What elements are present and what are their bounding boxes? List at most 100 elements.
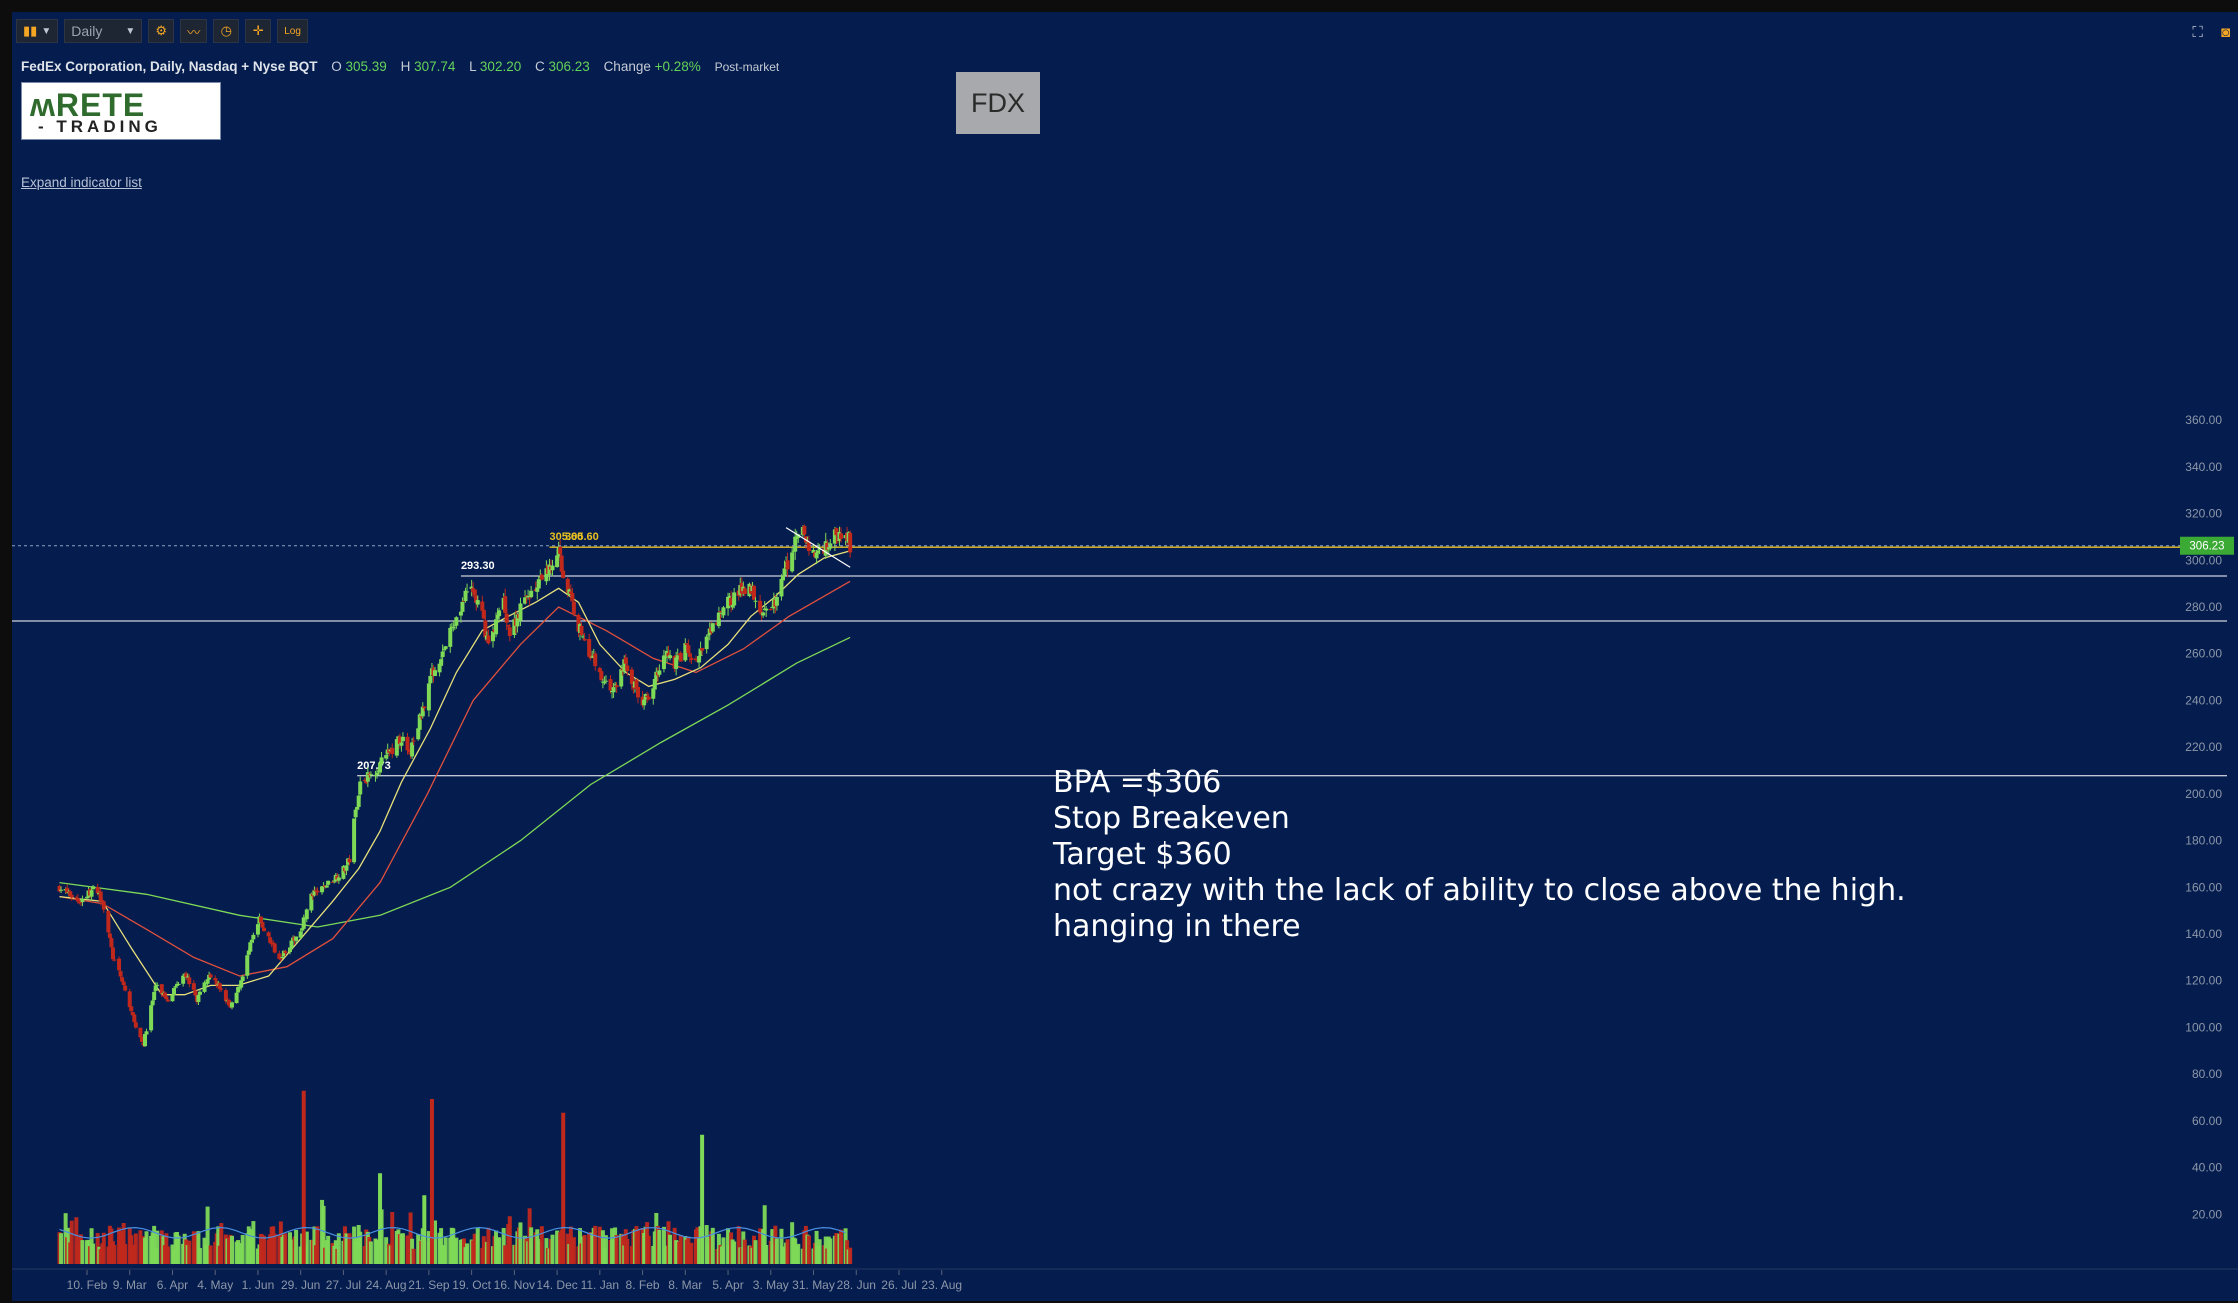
- volume-bar: [321, 1205, 326, 1264]
- volume-bar: [475, 1227, 480, 1264]
- candle-body: [347, 858, 352, 863]
- candle-body: [240, 976, 245, 981]
- volume-spike: [422, 1195, 427, 1264]
- fullscreen-icon[interactable]: ⛶: [2192, 24, 2203, 41]
- volume-bar: [187, 1240, 192, 1264]
- candle-body: [507, 627, 512, 637]
- candle-body: [422, 706, 427, 709]
- candle-body: [700, 647, 705, 651]
- candle-body: [581, 636, 586, 638]
- crosshair-icon: ✛: [252, 23, 264, 38]
- candle-body: [214, 980, 219, 986]
- volume-bar: [828, 1238, 833, 1264]
- chart-window: 207.73 293.30 305.60 305.60 306.23 20.00 40.…: [12, 12, 2238, 1301]
- candle-body: [153, 985, 158, 991]
- volume-bar: [155, 1230, 160, 1264]
- x-tick-label: 26. Jul: [881, 1278, 916, 1292]
- candle-body: [400, 736, 405, 742]
- x-tick-label: 4. May: [197, 1278, 233, 1292]
- volume-bar: [848, 1247, 853, 1264]
- candle-body: [693, 658, 698, 661]
- chart-style-button[interactable]: ▮▮ ▼: [16, 19, 59, 43]
- interval-select[interactable]: Daily ▼: [64, 19, 143, 43]
- candle-body: [184, 973, 189, 978]
- candle-body: [834, 528, 839, 536]
- candle-body: [237, 987, 242, 989]
- candle-body: [117, 958, 122, 971]
- volume-spike: [429, 1099, 434, 1264]
- candle-body: [344, 865, 349, 871]
- candle-body: [675, 655, 680, 660]
- candle-body: [426, 683, 431, 711]
- settings-button[interactable]: ⚙: [148, 19, 175, 43]
- candle-body: [619, 669, 624, 687]
- candle-body: [454, 617, 459, 626]
- candle-body: [101, 901, 106, 910]
- x-tick-label: 21. Sep: [408, 1278, 450, 1292]
- volume-bar: [635, 1229, 640, 1264]
- x-tick-label: 3. May: [753, 1278, 789, 1292]
- candle-body: [474, 595, 479, 603]
- candle-body: [652, 678, 657, 690]
- volume-bar: [454, 1237, 459, 1264]
- volume-bar: [69, 1220, 74, 1264]
- candle-body: [704, 636, 709, 650]
- expand-indicator-link[interactable]: Expand indicator list: [21, 175, 142, 190]
- x-tick-label: 8. Feb: [626, 1278, 660, 1292]
- candle-body: [300, 928, 305, 931]
- volume-bar: [112, 1244, 117, 1264]
- crosshair-button[interactable]: ✛: [245, 19, 272, 43]
- level-label: 207.73: [357, 760, 391, 772]
- candle-body: [475, 600, 480, 605]
- candle-body: [399, 742, 404, 746]
- interval-label: Daily: [71, 23, 103, 39]
- time-button[interactable]: ◷: [213, 19, 240, 43]
- candle-body: [486, 635, 491, 644]
- candle-body: [165, 999, 170, 1002]
- candle-body: [794, 537, 799, 539]
- volume-bar: [779, 1228, 784, 1264]
- note-line-4: not crazy with the lack of ability to cl…: [1053, 873, 1906, 908]
- trendline: [785, 527, 851, 568]
- chart-toolbar: ▮▮ ▼ Daily ▼ ⚙ 〰 ◷ ✛ Log: [16, 19, 308, 43]
- session-label: Post-market: [714, 60, 780, 74]
- candle-body: [555, 555, 560, 568]
- candle-body: [751, 585, 756, 600]
- candle-body: [535, 587, 540, 592]
- candle-body: [483, 620, 488, 638]
- candle-body: [301, 917, 306, 929]
- candle-body: [170, 994, 175, 1002]
- y-tick-label: 260.00: [2185, 647, 2222, 661]
- candle-body: [504, 613, 509, 623]
- volume-bar: [262, 1235, 267, 1264]
- candle-body: [397, 736, 402, 745]
- candle-body: [768, 609, 773, 611]
- candle-body: [544, 568, 549, 582]
- indicators-button[interactable]: 〰: [180, 19, 208, 43]
- candle-body: [816, 550, 821, 553]
- candle-body: [98, 891, 103, 902]
- camera-icon[interactable]: ◙: [2220, 24, 2230, 41]
- candle-body: [802, 525, 807, 535]
- y-tick-label: 360.00: [2185, 413, 2222, 427]
- log-scale-button[interactable]: Log: [277, 19, 308, 43]
- x-tick-label: 19. Oct: [452, 1278, 491, 1292]
- candle-body: [469, 586, 474, 590]
- candle-body: [451, 627, 456, 629]
- candle-body: [219, 988, 224, 990]
- candle-body: [202, 982, 207, 992]
- ma-slow-line: [59, 636, 851, 928]
- candle-body: [683, 643, 688, 661]
- candle-body: [420, 706, 425, 717]
- candle-body: [139, 1036, 144, 1042]
- x-tick-label: 9. Mar: [113, 1278, 147, 1292]
- candle-body: [69, 894, 74, 898]
- candle-body: [461, 600, 466, 602]
- candle-body: [603, 680, 608, 682]
- candle-body: [155, 984, 160, 986]
- last-price-label: 306.23: [2189, 541, 2224, 553]
- candle-body: [730, 604, 735, 608]
- brand-logo: ʍRETE - TRADING: [21, 82, 221, 140]
- candle-body: [663, 657, 668, 659]
